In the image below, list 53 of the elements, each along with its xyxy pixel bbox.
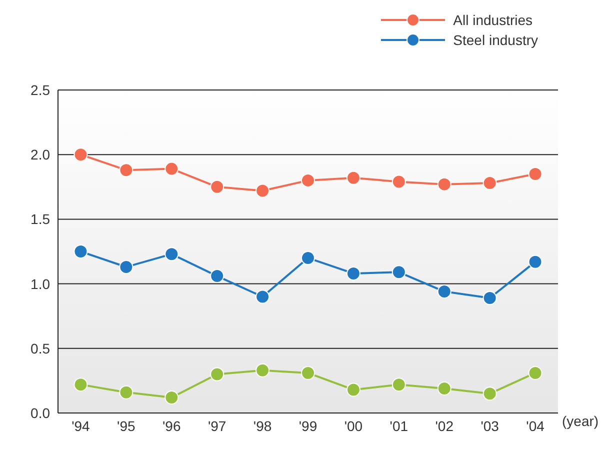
x-tick-label: '96 xyxy=(162,418,181,434)
x-tick-label: '98 xyxy=(253,418,272,434)
legend-label: Steel industry xyxy=(453,32,538,48)
point xyxy=(528,254,542,269)
point xyxy=(119,260,134,274)
point xyxy=(301,250,315,265)
y-tick-label: 1.0 xyxy=(30,276,50,292)
point xyxy=(119,163,134,178)
point xyxy=(301,366,315,380)
point xyxy=(74,378,88,392)
point xyxy=(437,284,452,299)
x-tick-label: '97 xyxy=(208,418,226,434)
x-tick-label: '01 xyxy=(390,418,408,434)
point xyxy=(392,265,406,280)
point xyxy=(482,386,497,401)
point xyxy=(74,148,88,162)
point xyxy=(528,166,542,181)
point xyxy=(256,290,270,304)
x-tick-label: '03 xyxy=(480,418,500,434)
x-tick-label: '94 xyxy=(72,418,90,434)
legend-label: All industries xyxy=(453,12,533,28)
y-tick-label: 1.5 xyxy=(30,211,50,228)
x-tick-label: '00 xyxy=(344,418,363,434)
point xyxy=(346,266,360,280)
point xyxy=(119,385,134,400)
point xyxy=(482,291,497,306)
x-axis-title: (year) xyxy=(562,412,599,429)
point xyxy=(437,381,452,396)
point xyxy=(210,180,224,194)
point xyxy=(74,244,88,258)
point xyxy=(346,170,360,185)
x-tick-label: '02 xyxy=(435,418,454,434)
point xyxy=(256,363,270,378)
point xyxy=(164,390,179,404)
point xyxy=(210,367,224,382)
x-tick-label: '04 xyxy=(526,418,545,434)
y-tick-label: 2.0 xyxy=(30,146,50,163)
point xyxy=(210,269,224,284)
x-tick-label: '95 xyxy=(117,418,136,434)
point xyxy=(256,184,270,198)
point xyxy=(392,174,406,189)
point xyxy=(164,247,179,262)
point xyxy=(346,382,360,397)
y-tick-label: 0.5 xyxy=(30,340,50,356)
point xyxy=(301,173,315,188)
point xyxy=(437,177,452,192)
point xyxy=(482,176,497,190)
point xyxy=(528,366,542,380)
point xyxy=(164,162,179,176)
y-tick-label: 0.0 xyxy=(30,404,50,421)
x-tick-label: '99 xyxy=(298,418,318,434)
point xyxy=(392,378,406,392)
y-tick-label: 2.5 xyxy=(30,82,50,98)
